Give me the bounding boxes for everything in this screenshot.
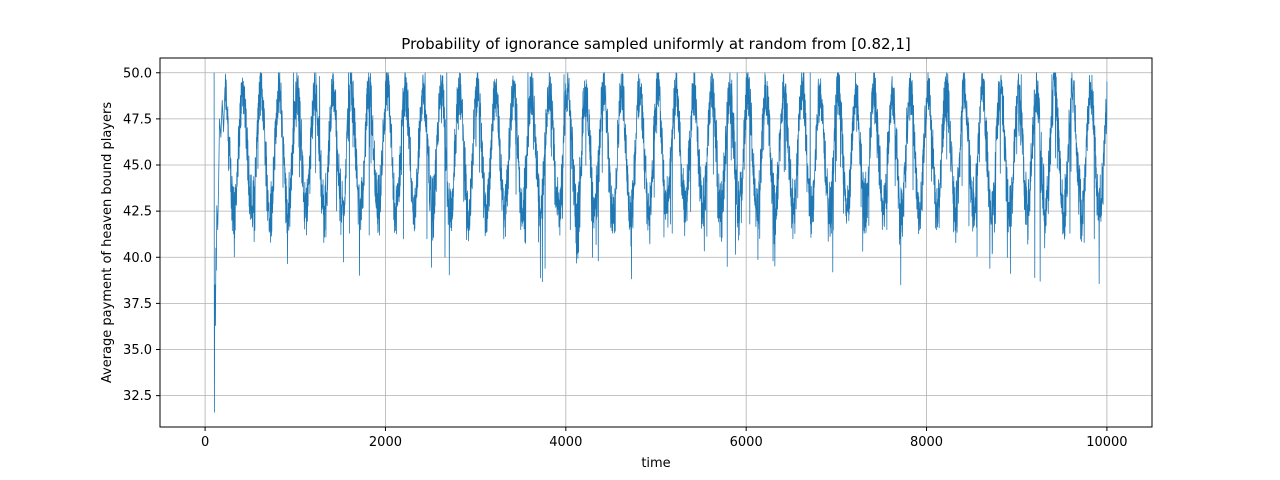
y-tick-label: 35.0: [123, 343, 152, 358]
y-tick-label: 32.5: [123, 389, 152, 404]
y-tick-label: 42.5: [123, 205, 152, 220]
chart-title: Probability of ignorance sampled uniform…: [401, 35, 910, 53]
x-axis-title: time: [641, 456, 670, 471]
series-line: [213, 72, 1108, 413]
y-tick-label: 37.5: [123, 297, 152, 312]
y-tick-label: 47.5: [123, 112, 152, 127]
x-tick-label: 2000: [369, 435, 402, 450]
y-tick-label: 40.0: [123, 251, 152, 266]
x-tick-label: 8000: [910, 435, 943, 450]
y-axis-title: Average payment of heaven bound players: [100, 102, 115, 383]
y-tick-label: 50.0: [123, 66, 152, 81]
axis-ticks: 0 2000 4000 6000 8000 10000 32.5 35.0 37.5 40.0 42…: [123, 66, 1128, 450]
x-tick-label: 6000: [730, 435, 763, 450]
plot-area-frame: [159, 57, 1153, 428]
x-tick-label: 4000: [549, 435, 582, 450]
y-tick-label: 45.0: [123, 159, 152, 174]
x-tick-label: 0: [201, 435, 209, 450]
data-layer: [213, 72, 1108, 413]
x-tick-label: 10000: [1086, 435, 1127, 450]
